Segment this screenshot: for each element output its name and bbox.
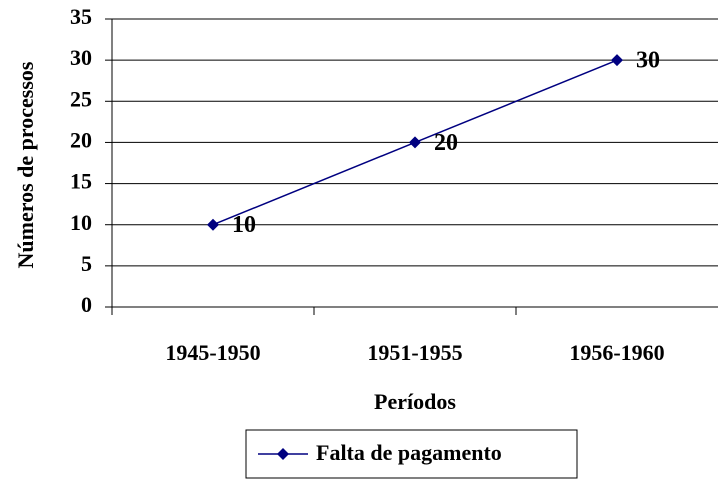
y-tick-label: 25 bbox=[70, 86, 92, 111]
x-tick-label: 1951-1955 bbox=[367, 340, 462, 365]
data-label: 20 bbox=[434, 130, 458, 156]
legend-box bbox=[245, 429, 578, 479]
legend-label: Falta de pagamento bbox=[316, 440, 502, 465]
marker bbox=[207, 218, 219, 231]
data-label: 30 bbox=[636, 48, 660, 74]
y-tick-label: 0 bbox=[81, 292, 92, 317]
y-tick-label: 5 bbox=[81, 251, 92, 276]
marker bbox=[409, 136, 421, 149]
y-tick-label: 20 bbox=[70, 127, 92, 152]
y-tick-label: 30 bbox=[70, 45, 92, 70]
y-tick-label: 35 bbox=[70, 4, 92, 29]
y-tick-label: 15 bbox=[70, 169, 92, 194]
x-axis-title: Períodos bbox=[374, 389, 456, 414]
y-axis-title: Números de processos bbox=[13, 61, 38, 268]
data-label: 10 bbox=[232, 212, 256, 238]
x-tick-label: 1956-1960 bbox=[569, 340, 664, 365]
marker bbox=[611, 54, 623, 67]
legend-marker bbox=[277, 448, 289, 460]
y-tick-label: 10 bbox=[70, 210, 92, 235]
x-tick-label: 1945-1950 bbox=[165, 340, 260, 365]
